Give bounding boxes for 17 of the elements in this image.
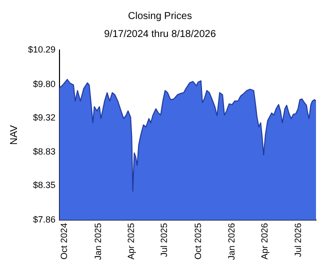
y-tick-label: $9.80: [32, 78, 56, 89]
chart-title: Closing Prices: [128, 10, 192, 22]
y-tick-label: $10.29: [28, 44, 56, 54]
y-tick-label: $8.35: [32, 180, 56, 190]
x-tick-label: Jul 2025: [159, 222, 170, 257]
x-tick-label: Apr 2026: [260, 222, 270, 260]
x-tick-label: Oct 2025: [192, 222, 203, 260]
x-tick-label: Jan 2026: [226, 222, 237, 260]
y-tick-label: $9.32: [32, 112, 56, 122]
x-tick-label: Oct 2024: [59, 222, 70, 260]
x-tick-label: Jan 2025: [92, 222, 103, 260]
x-tick-label: Apr 2025: [126, 222, 136, 260]
x-tick-label: Jul 2026: [292, 222, 303, 257]
y-tick-label: $7.86: [32, 214, 56, 224]
y-tick-label: $8.83: [32, 146, 56, 157]
chart-subtitle: 9/17/2024 thru 8/18/2026: [104, 28, 216, 40]
y-axis-title: NAV: [8, 124, 20, 145]
